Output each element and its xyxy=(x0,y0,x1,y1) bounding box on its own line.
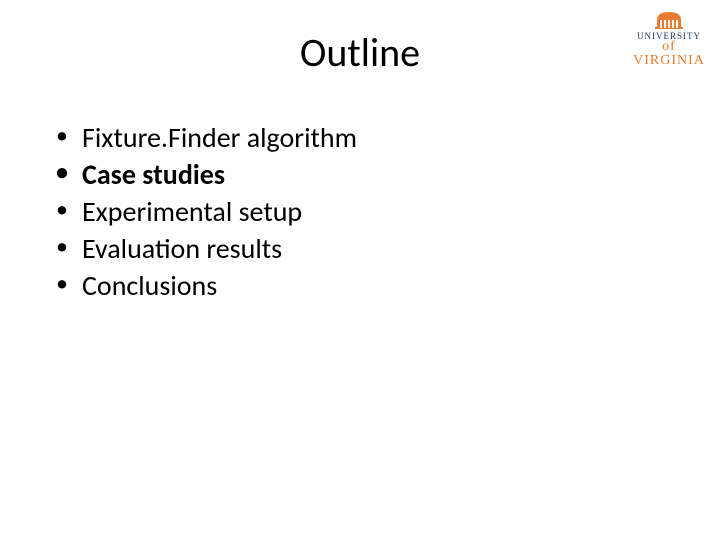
bullet-item: Experimental setup xyxy=(54,194,357,231)
rotunda-icon xyxy=(654,10,684,30)
bullet-item: Conclusions xyxy=(54,268,357,305)
slide: UNIVERSITY of VIRGINIA Outline Fixture.F… xyxy=(0,0,720,540)
slide-content: Fixture.Finder algorithm Case studies Ex… xyxy=(54,120,357,305)
bullet-item: Case studies xyxy=(54,157,357,194)
bullet-item: Fixture.Finder algorithm xyxy=(54,120,357,157)
slide-title: Outline xyxy=(0,28,720,77)
bullet-list: Fixture.Finder algorithm Case studies Ex… xyxy=(54,120,357,305)
bullet-item: Evaluation results xyxy=(54,231,357,268)
